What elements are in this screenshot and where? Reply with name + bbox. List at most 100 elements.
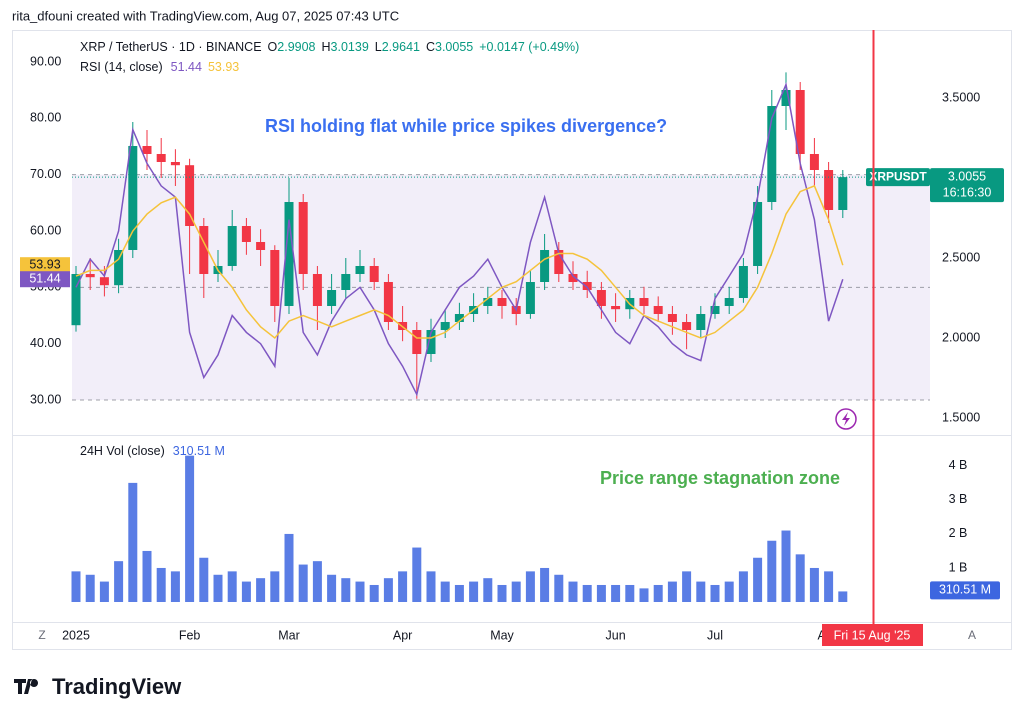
ticker-tag bbox=[866, 168, 930, 187]
rsi-tick-label: 80.00 bbox=[30, 111, 61, 125]
volume-bar bbox=[284, 533, 294, 602]
volume-bar bbox=[667, 581, 677, 602]
ticker-tag-text: XRPUSDT bbox=[869, 169, 927, 183]
price-legend: XRP / TetherUS · 1D · BINANCE O2.9908 H3.0… bbox=[80, 40, 579, 54]
auto-scale-button[interactable]: A bbox=[968, 628, 976, 642]
alert-icon-bolt bbox=[842, 412, 850, 426]
x-tick-label: 2025 bbox=[62, 628, 90, 642]
candle-body bbox=[412, 330, 422, 354]
rsi-tag-text: 51.44 bbox=[29, 272, 60, 286]
candle-body bbox=[738, 266, 748, 298]
candle-body bbox=[284, 202, 294, 306]
rsi-line bbox=[75, 184, 844, 340]
annotation: RSI holding flat while price spikes dive… bbox=[265, 116, 667, 136]
volume-bar bbox=[696, 581, 706, 602]
candle-body bbox=[554, 250, 564, 274]
candle-body bbox=[312, 274, 322, 306]
footer-logo: TradingView bbox=[52, 674, 182, 699]
rsi-tag bbox=[20, 271, 70, 288]
candle-body bbox=[682, 322, 692, 330]
candle-body bbox=[341, 274, 351, 290]
volume-bar bbox=[838, 591, 848, 602]
candle-body bbox=[270, 250, 280, 306]
candle-body bbox=[128, 146, 138, 250]
volume-bar bbox=[412, 547, 422, 602]
candle-body bbox=[824, 170, 834, 210]
candle-body bbox=[99, 277, 109, 286]
candle-body bbox=[383, 282, 393, 322]
volume-bar bbox=[270, 571, 280, 602]
volume-bar bbox=[710, 584, 720, 602]
candle-body bbox=[710, 306, 720, 314]
volume-bar bbox=[312, 561, 322, 602]
candle-body bbox=[653, 306, 663, 314]
chart-frame bbox=[12, 30, 1012, 650]
candle-body bbox=[767, 106, 777, 202]
candle-body bbox=[227, 226, 237, 266]
rsi-tick-label: 70.00 bbox=[30, 167, 61, 181]
volume-bar bbox=[596, 584, 606, 602]
candle-body bbox=[582, 282, 592, 290]
candle-body bbox=[568, 274, 578, 282]
candle-body bbox=[753, 202, 763, 266]
volume-bar bbox=[298, 564, 308, 602]
candle-body bbox=[142, 146, 152, 154]
volume-bar bbox=[383, 578, 393, 602]
price-tick-label: 2.5000 bbox=[942, 250, 980, 264]
crosshair-label-box bbox=[822, 624, 923, 646]
rsi-value: 51.44 bbox=[171, 60, 202, 74]
candle-body bbox=[369, 266, 379, 282]
volume-bar bbox=[781, 530, 791, 602]
volume-bar bbox=[611, 584, 621, 602]
volume-bar bbox=[753, 557, 763, 602]
candle-body bbox=[497, 298, 507, 306]
volume-bar bbox=[142, 550, 152, 602]
price-tag-text: 3.0055 bbox=[948, 169, 986, 183]
volume-bar bbox=[440, 581, 450, 602]
x-tick-label: Jul bbox=[707, 628, 723, 642]
candle-body bbox=[525, 282, 535, 314]
volume-bar bbox=[355, 581, 365, 602]
volume-bar bbox=[227, 571, 237, 602]
volume-bar bbox=[85, 574, 95, 602]
c-label: C bbox=[426, 40, 435, 54]
volume-bar bbox=[738, 571, 748, 602]
volume-tick-label: 3 B bbox=[949, 492, 968, 506]
volume-bar bbox=[809, 567, 819, 602]
change: +0.0147 (+0.49%) bbox=[479, 40, 579, 54]
x-tick-label: Jun bbox=[606, 628, 626, 642]
volume-title: 24H Vol (close) bbox=[80, 444, 165, 458]
candle-body bbox=[199, 226, 209, 274]
candle-body bbox=[696, 314, 706, 330]
l-value: 2.9641 bbox=[382, 40, 420, 54]
volume-bar bbox=[540, 567, 550, 602]
volume-bar bbox=[682, 571, 692, 602]
x-tick-label: Feb bbox=[179, 628, 201, 642]
volume-bar bbox=[469, 581, 479, 602]
volume-bar bbox=[99, 581, 109, 602]
volume-bar bbox=[639, 588, 649, 602]
volume-bar bbox=[525, 571, 535, 602]
annotation: Price range stagnation zone bbox=[600, 468, 840, 488]
crosshair-label: Fri 15 Aug '25 bbox=[834, 628, 911, 642]
volume-tick-label: 1 B bbox=[949, 560, 968, 574]
candle-body bbox=[426, 330, 436, 354]
candle-body bbox=[596, 290, 606, 306]
l-label: L bbox=[375, 40, 382, 54]
volume-bar bbox=[554, 574, 564, 602]
candle-body bbox=[667, 314, 677, 322]
candle-body bbox=[540, 250, 550, 282]
rsi-ma-value: 53.93 bbox=[208, 60, 239, 74]
zoom-button[interactable]: Z bbox=[38, 628, 45, 642]
candle-body bbox=[170, 162, 180, 166]
volume-legend: 24H Vol (close) 310.51 M bbox=[80, 444, 225, 458]
volume-bar bbox=[327, 574, 337, 602]
candle-body bbox=[156, 154, 166, 162]
candle-body bbox=[185, 165, 195, 226]
candle-body bbox=[795, 90, 805, 154]
volume-bar bbox=[213, 574, 223, 602]
overlay: XRP / TetherUS · 1D · BINANCE O2.9908 H3.0… bbox=[14, 30, 976, 699]
rsi-tag-text: 53.93 bbox=[29, 257, 60, 271]
volume-bar bbox=[568, 581, 578, 602]
o-label: O bbox=[268, 40, 278, 54]
